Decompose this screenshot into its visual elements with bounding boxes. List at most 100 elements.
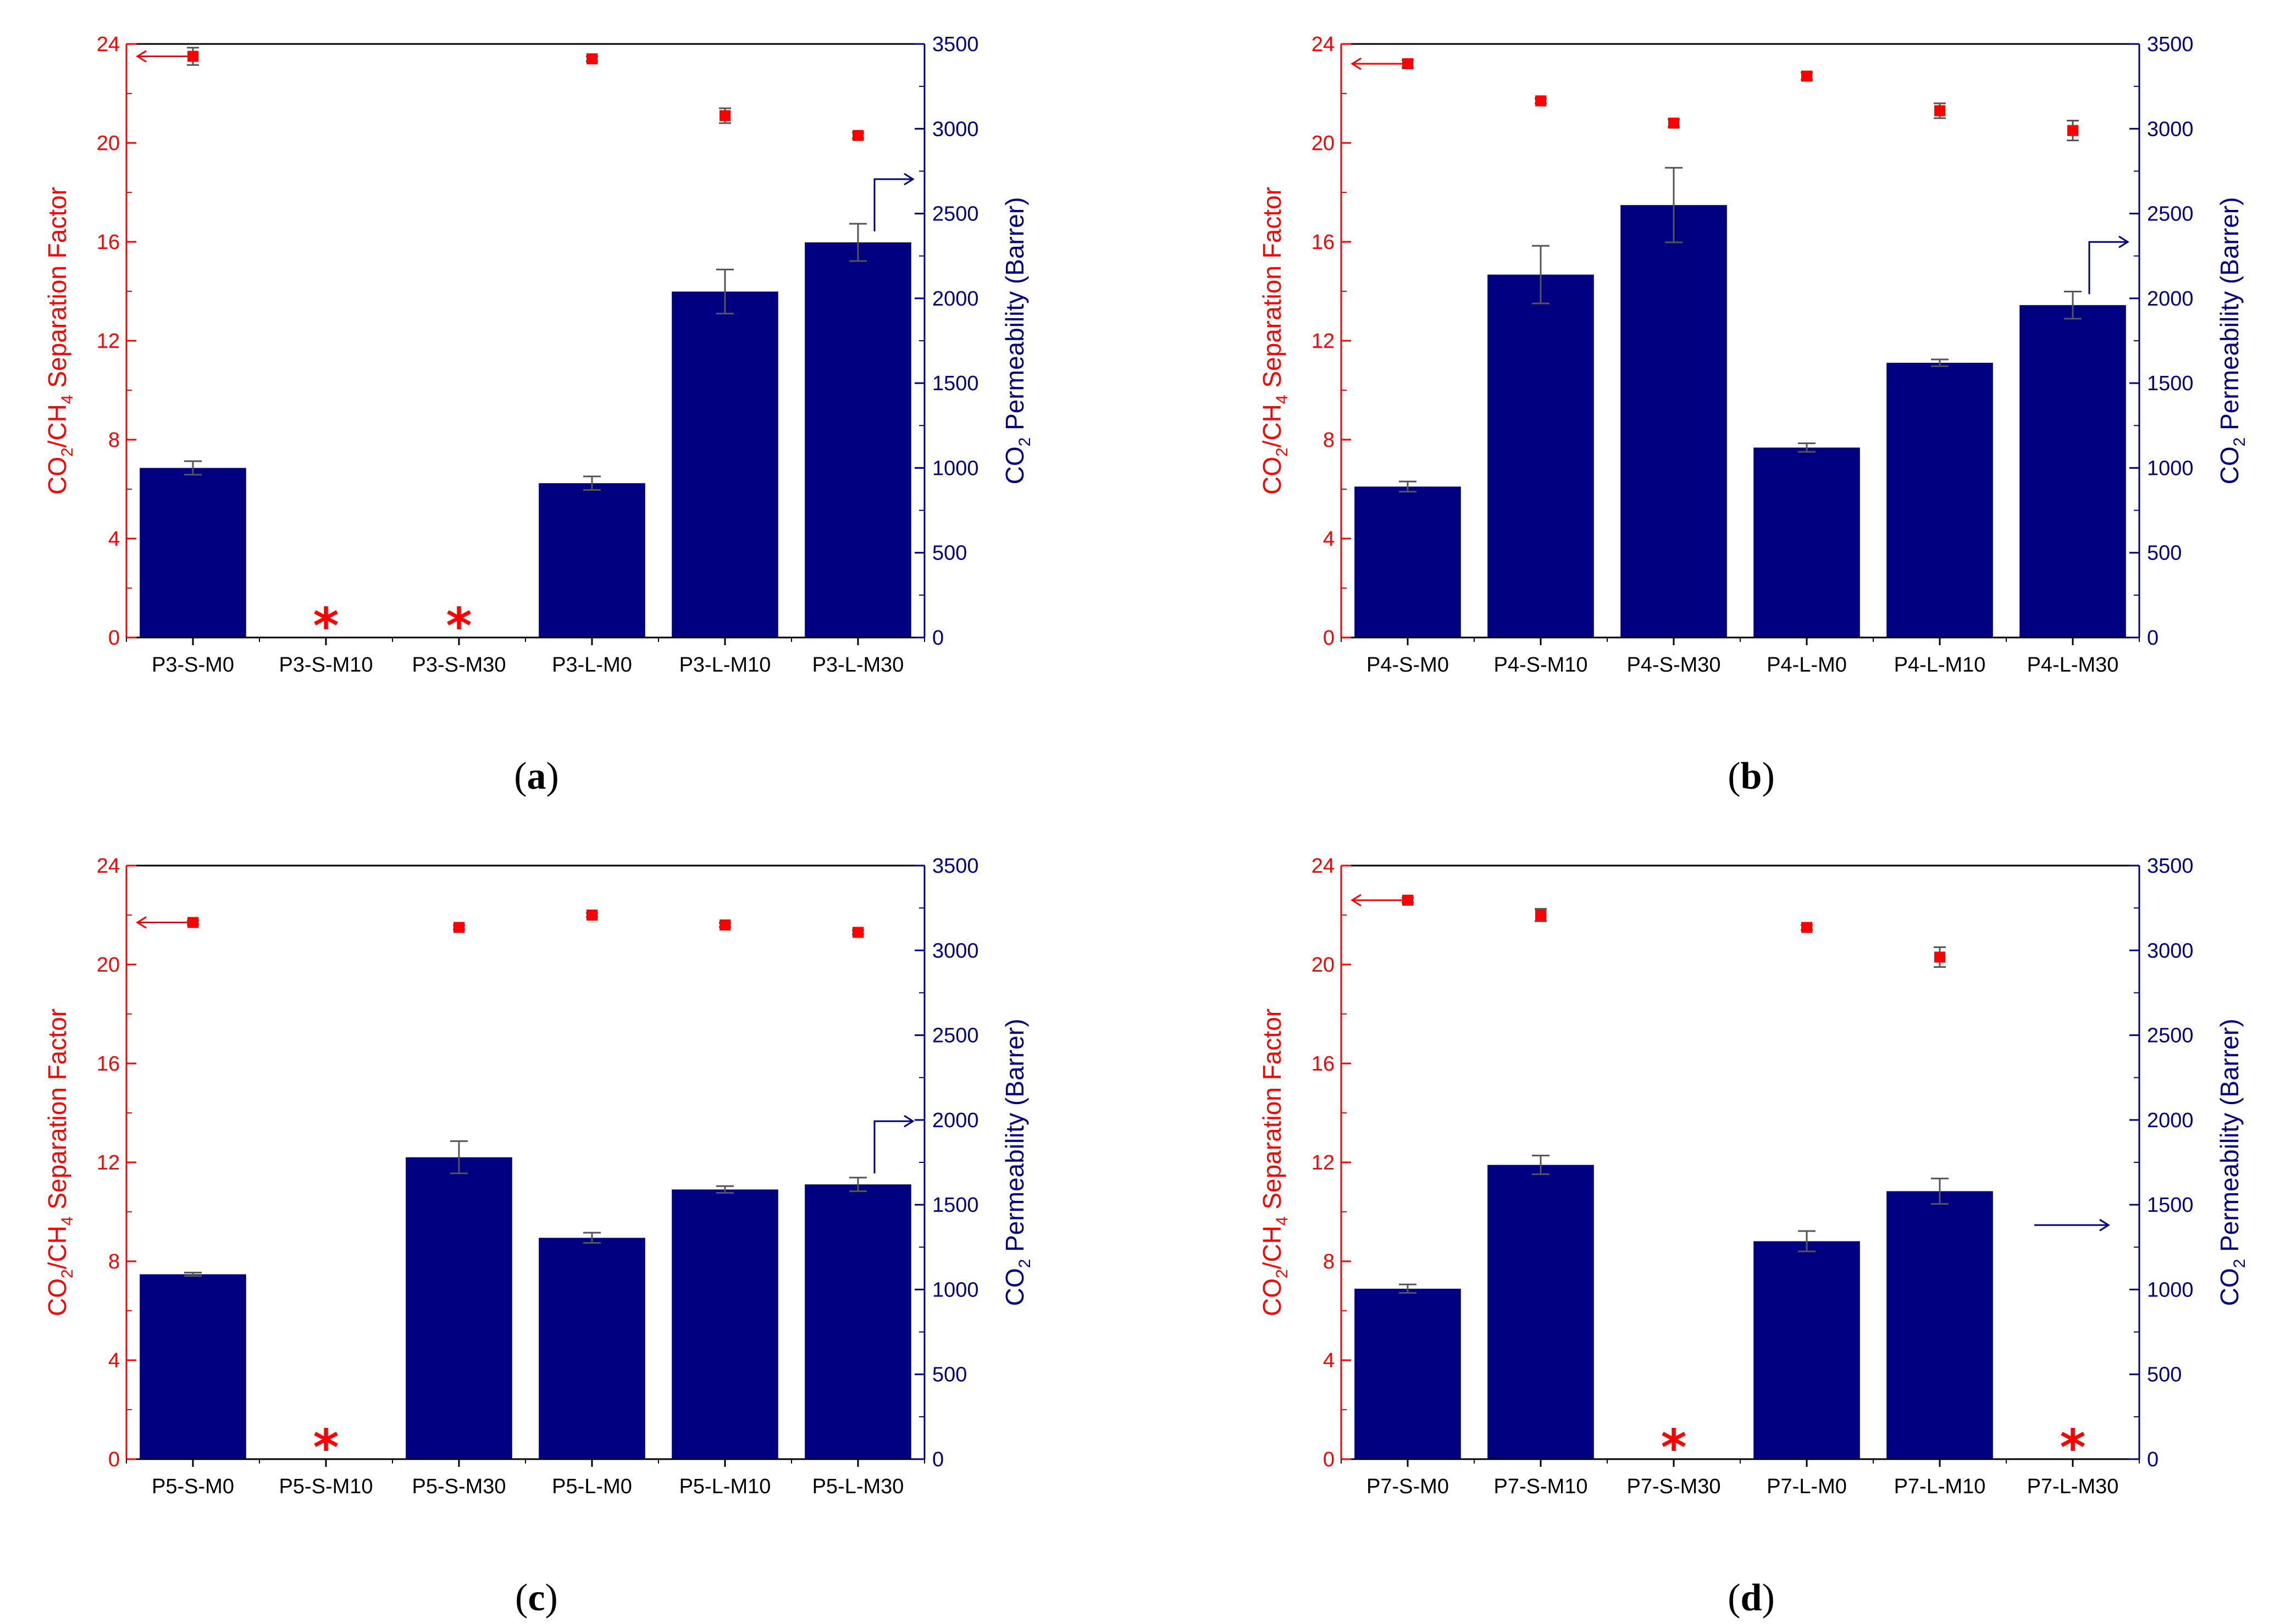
left-axis-arrow bbox=[136, 50, 190, 63]
point-P4-L-M0 bbox=[1801, 70, 1812, 82]
left-tick-label: 8 bbox=[108, 429, 120, 452]
right-tick-label: 500 bbox=[2147, 542, 2182, 565]
right-axis-title: CO2 Permeability (Barrer) bbox=[1000, 1019, 1034, 1306]
left-axis-title: CO2/CH4 Separation Factor bbox=[43, 187, 76, 495]
left-tick-label: 0 bbox=[1323, 627, 1335, 650]
left-tick-label: 12 bbox=[1311, 330, 1335, 353]
left-axis-title-part: /CH bbox=[1258, 404, 1286, 447]
panel-label-open: ( bbox=[1728, 1577, 1740, 1619]
left-axis-title-part: CO bbox=[43, 457, 71, 495]
right-tick-label: 500 bbox=[2147, 1364, 2182, 1387]
right-tick-label: 3000 bbox=[2147, 118, 2194, 141]
panel-label-open: ( bbox=[514, 755, 527, 797]
left-axis-title-sub: 2 bbox=[1273, 447, 1291, 457]
right-axis-title: CO2 Permeability (Barrer) bbox=[1000, 197, 1034, 485]
left-tick-label: 8 bbox=[1323, 429, 1335, 452]
bar-P5-L-M10 bbox=[672, 1189, 778, 1459]
right-axis-title-part: CO bbox=[2215, 1268, 2244, 1306]
left-axis-title-sub: 2 bbox=[58, 1269, 76, 1278]
panel-label-close: ) bbox=[1762, 755, 1774, 797]
left-tick-label: 12 bbox=[97, 1151, 120, 1174]
bar-error-P7-S-M10 bbox=[1532, 1155, 1549, 1176]
panel-label: (c) bbox=[515, 1577, 558, 1619]
x-tick-label: P7-L-M10 bbox=[1894, 1475, 1986, 1498]
bar-P7-L-M10 bbox=[1886, 1191, 1993, 1459]
right-tick-label: 0 bbox=[2147, 1448, 2159, 1471]
right-tick-label: 1500 bbox=[932, 1194, 979, 1217]
left-tick-label: 20 bbox=[97, 954, 120, 977]
x-tick-label: P5-L-M0 bbox=[552, 1475, 632, 1498]
left-tick-label: 20 bbox=[97, 132, 120, 155]
left-tick-label: 16 bbox=[1311, 1052, 1335, 1076]
left-axis-title-part: /CH bbox=[43, 404, 71, 447]
x-tick-label: P5-S-M10 bbox=[279, 1475, 373, 1498]
bar-error-P4-L-M0 bbox=[1798, 442, 1816, 453]
point-P7-S-M10 bbox=[1535, 910, 1546, 921]
right-axis-title-part: Permeability (Barrer) bbox=[1000, 197, 1029, 437]
right-axis-title-part: CO bbox=[1000, 446, 1029, 484]
right-tick-label: 2500 bbox=[2147, 1024, 2194, 1047]
point-P5-L-M30 bbox=[853, 927, 864, 938]
point-P4-S-M0 bbox=[1402, 58, 1413, 69]
bar-error-P4-S-M10 bbox=[1532, 245, 1549, 304]
right-axis-title-sub: 2 bbox=[1016, 437, 1034, 447]
x-tick-label: P7-S-M0 bbox=[1366, 1475, 1449, 1498]
point-P4-L-M10 bbox=[1934, 105, 1945, 117]
left-tick-label: 16 bbox=[97, 231, 120, 254]
x-tick-label: P5-S-M0 bbox=[152, 1475, 234, 1498]
missing-marker-P7-L-M30: * bbox=[2060, 1419, 2085, 1477]
right-tick-label: 3500 bbox=[2147, 855, 2194, 878]
bar-P4-S-M0 bbox=[1354, 486, 1461, 638]
left-axis-title-part: CO bbox=[1258, 1278, 1286, 1316]
panel-label: (b) bbox=[1728, 755, 1775, 797]
left-tick-label: 24 bbox=[97, 33, 120, 56]
left-tick-label: 20 bbox=[1311, 954, 1335, 977]
panel-label-letter: d bbox=[1741, 1577, 1762, 1619]
left-axis-title-sub: 2 bbox=[1273, 1269, 1291, 1278]
bar-P5-L-M30 bbox=[805, 1184, 911, 1459]
bar-error-P7-L-M10 bbox=[1931, 1177, 1949, 1205]
bar-P3-L-M30 bbox=[805, 242, 911, 638]
x-tick-label: P5-L-M10 bbox=[679, 1475, 771, 1498]
panel-label-close: ) bbox=[545, 1577, 558, 1619]
left-axis-title-part: CO bbox=[43, 1278, 71, 1316]
right-axis-title-part: Permeability (Barrer) bbox=[2215, 1019, 2244, 1259]
left-arrow-head bbox=[1351, 894, 1362, 907]
bar-P7-L-M0 bbox=[1753, 1241, 1860, 1459]
left-tick-label: 0 bbox=[1323, 1448, 1335, 1471]
right-tick-label: 2000 bbox=[932, 287, 979, 311]
left-axis-title-part: /CH bbox=[43, 1226, 71, 1269]
right-tick-label: 3500 bbox=[932, 855, 979, 878]
right-axis-arrow bbox=[873, 1115, 915, 1174]
bar-error-P5-L-M10 bbox=[716, 1185, 734, 1194]
bar-error-P4-S-M30 bbox=[1665, 167, 1683, 243]
bar-error-P5-L-M30 bbox=[849, 1177, 867, 1192]
left-axis-title-part: Separation Factor bbox=[1258, 1008, 1286, 1216]
bar-error-P3-L-M0 bbox=[583, 475, 601, 491]
bar-P4-S-M30 bbox=[1620, 205, 1727, 638]
left-arrow-head bbox=[1351, 57, 1362, 70]
right-axis-arrow bbox=[2034, 1218, 2110, 1232]
bar-error-P3-S-M0 bbox=[184, 460, 202, 476]
bar-P3-L-M10 bbox=[672, 291, 778, 638]
left-arrow-head bbox=[136, 50, 147, 63]
left-tick-label: 4 bbox=[1323, 528, 1335, 551]
bar-error-P4-L-M10 bbox=[1931, 358, 1949, 367]
x-tick-label: P3-L-M30 bbox=[812, 653, 904, 677]
missing-marker-P3-S-M10: * bbox=[313, 597, 339, 655]
left-axis-arrow bbox=[1351, 57, 1404, 70]
panel-label-open: ( bbox=[515, 1577, 528, 1619]
point-P3-L-M10 bbox=[720, 110, 730, 121]
x-tick-label: P5-S-M30 bbox=[412, 1475, 506, 1498]
bar-error-P7-L-M0 bbox=[1798, 1230, 1816, 1252]
panel-label: (d) bbox=[1728, 1577, 1775, 1619]
panel-label-letter: c bbox=[528, 1577, 545, 1619]
right-tick-label: 2000 bbox=[932, 1109, 979, 1132]
right-tick-label: 3000 bbox=[932, 939, 979, 962]
left-tick-label: 16 bbox=[1311, 231, 1335, 254]
left-axis-title-part: Separation Factor bbox=[43, 1008, 71, 1216]
x-tick-label: P4-S-M30 bbox=[1626, 653, 1720, 677]
right-tick-label: 0 bbox=[932, 627, 944, 650]
right-tick-label: 0 bbox=[932, 1448, 944, 1471]
left-axis-title: CO2/CH4 Separation Factor bbox=[43, 1008, 76, 1316]
